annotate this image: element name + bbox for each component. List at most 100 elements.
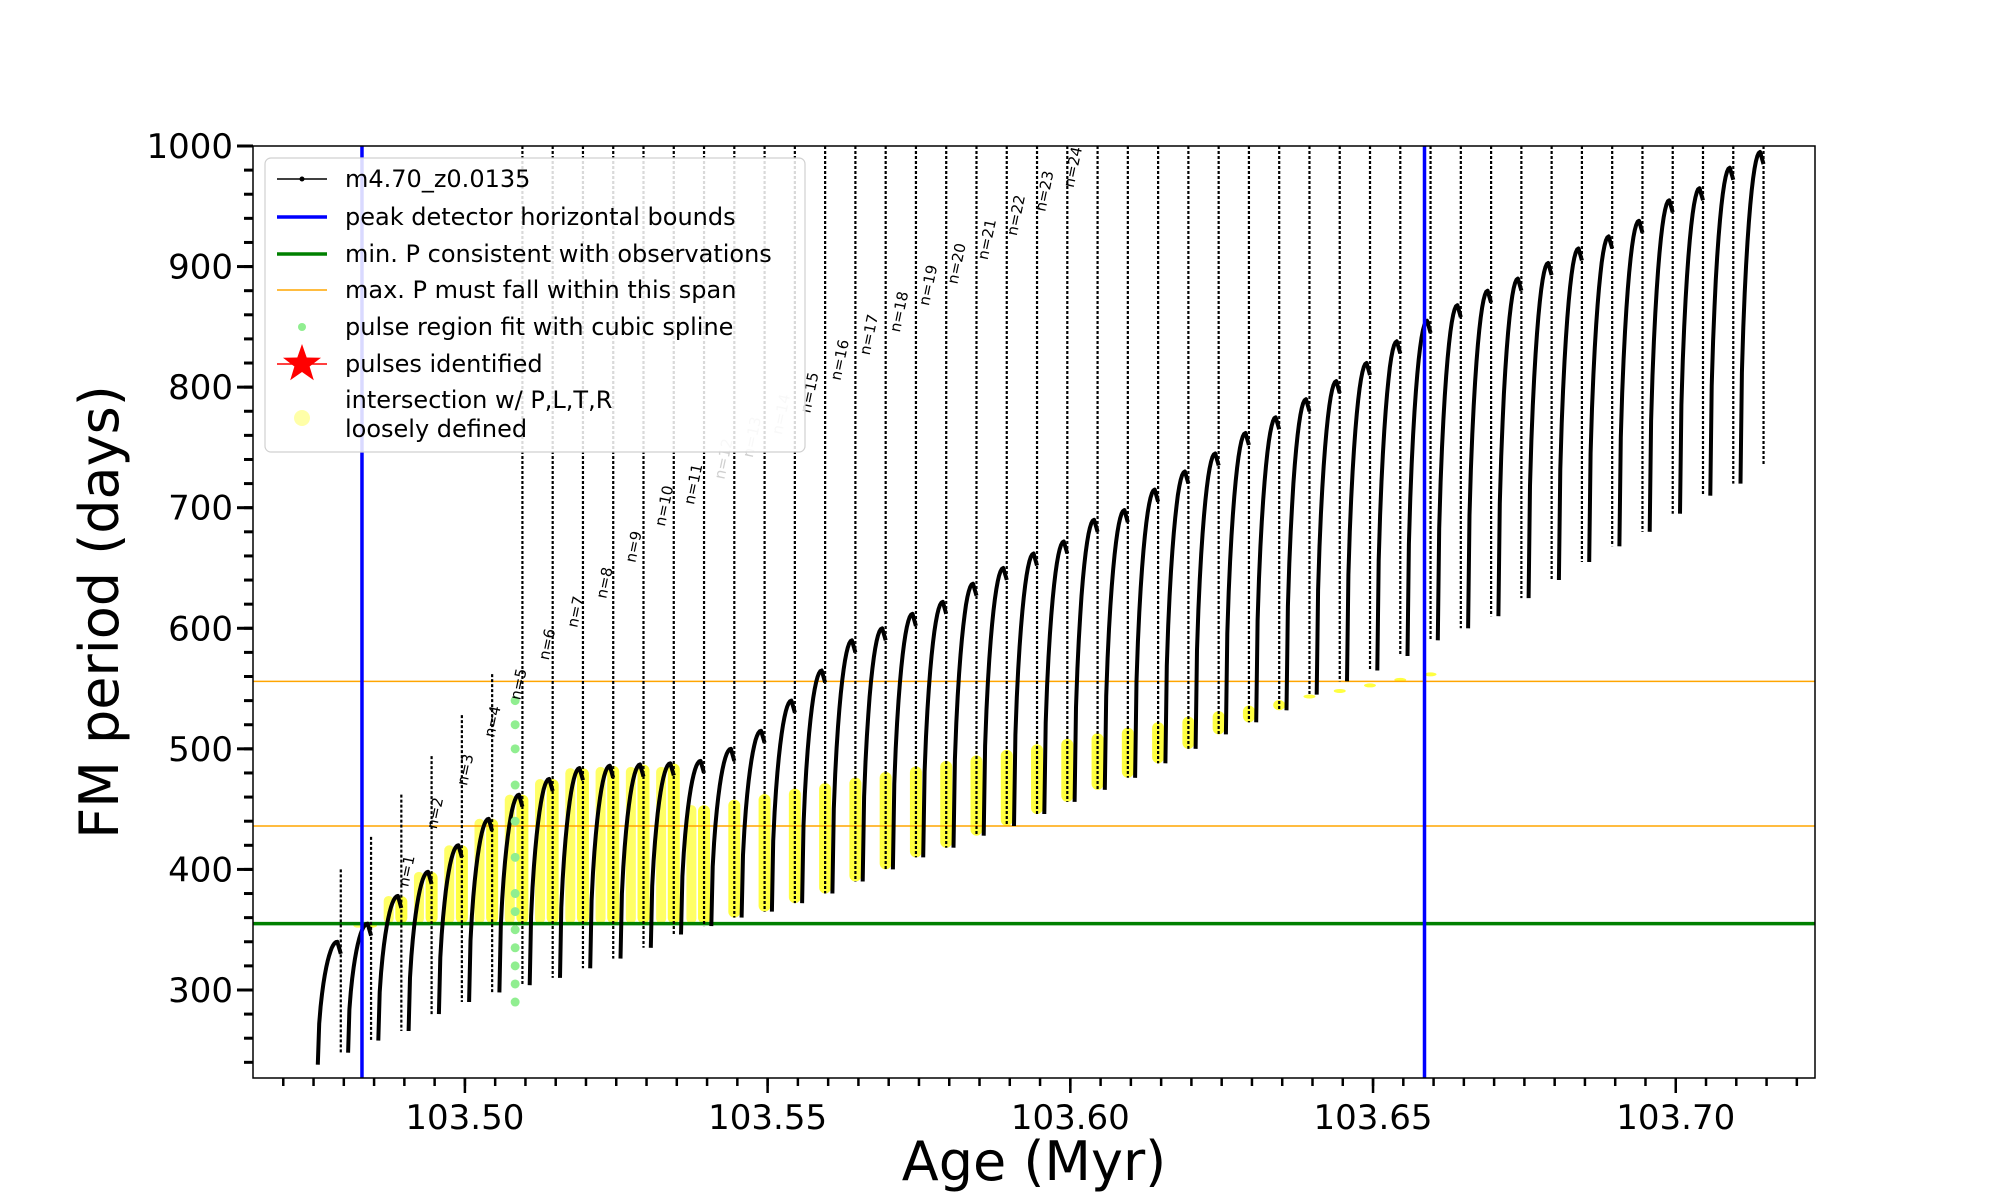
legend-label-spline: pulse region fit with cubic spline: [345, 313, 733, 341]
pulse-track: [1526, 261, 1554, 599]
pulse-track: [709, 746, 737, 927]
plot-frame: [252, 145, 1816, 1079]
spline-point: [510, 696, 520, 706]
pulse-track: [1163, 469, 1191, 764]
spline-point: [510, 925, 520, 935]
pulse-track: [1284, 397, 1312, 711]
pulse-track: [1466, 288, 1494, 629]
pulse-track: [921, 599, 949, 858]
pulse-track: [1345, 361, 1372, 682]
intersection-band: [1061, 738, 1074, 802]
pulse-track: [1072, 517, 1100, 802]
pulse-track: [951, 581, 979, 848]
legend-label-peak-bounds: peak detector horizontal bounds: [345, 203, 736, 231]
pulse-track: [588, 763, 616, 969]
pulse-series: [315, 146, 1766, 1065]
y-tick-label: 900: [168, 248, 233, 288]
intersection-band: [970, 755, 983, 836]
spline-points: [510, 696, 520, 1007]
y-tick-label: 400: [168, 850, 233, 890]
x-tick-label: 103.50: [405, 1098, 524, 1138]
pulse-track: [648, 761, 676, 948]
pulse-track: [497, 792, 525, 993]
pulse-track: [1012, 551, 1039, 827]
intersection-band: [455, 845, 468, 924]
pulse-track: [1102, 508, 1130, 790]
spline-point: [510, 907, 520, 917]
spline-point: [510, 961, 520, 971]
intersection-band: [474, 818, 485, 924]
pulse-track: [618, 762, 646, 959]
legend-box: [264, 157, 806, 453]
pulse-track: [769, 698, 797, 912]
pulse-track: [406, 869, 434, 1032]
intersection-band: [1303, 694, 1316, 699]
intersection-band: [879, 771, 892, 870]
intersection-band: [1364, 683, 1377, 688]
intersection-band: [686, 805, 697, 924]
intersection-band: [788, 788, 801, 904]
legend-label-pulses: pulses identified: [345, 350, 543, 378]
pulse-track: [1435, 303, 1463, 641]
spline-point: [510, 816, 520, 826]
y-tick-label: 800: [168, 368, 233, 408]
x-tick-label: 103.55: [708, 1098, 827, 1138]
intersection-band: [576, 768, 589, 924]
legend-label-min-period: min. P consistent with observations: [345, 240, 772, 268]
intersection-band: [607, 765, 620, 924]
pulse-track: [1042, 539, 1070, 815]
y-tick-label: 600: [168, 609, 233, 649]
intersection-band: [1273, 700, 1286, 711]
pulse-track: [527, 777, 555, 986]
pulse-track: [679, 758, 706, 935]
horizontal-lines: [253, 680, 1815, 926]
legend-marker-pulses-star: [283, 344, 321, 381]
pulse-track: [1708, 165, 1736, 496]
y-tick-label: 300: [168, 971, 233, 1011]
spline-point: [510, 979, 520, 989]
legend-marker-intersection: [294, 410, 310, 426]
pulse-track: [739, 728, 767, 918]
y-tick-label: 500: [168, 730, 233, 770]
pulse-track: [315, 939, 343, 1065]
pulse-track: [830, 638, 858, 894]
spline-point: [510, 744, 520, 754]
x-axis-title: Age (Myr): [902, 1130, 1167, 1193]
intersection-band: [637, 764, 650, 924]
y-tick-label: 1000: [146, 127, 233, 167]
x-tick-label: 103.60: [1011, 1098, 1130, 1138]
pulse-track: [1587, 234, 1615, 563]
pulse-track: [1254, 415, 1282, 723]
pulse-track: [1133, 487, 1161, 778]
pulse-track: [346, 921, 374, 1053]
pulse-track: [1678, 186, 1705, 514]
spline-point: [510, 852, 520, 862]
x-tick-label: 103.70: [1616, 1098, 1735, 1138]
pulse-track: [860, 626, 888, 882]
y-tick-label: 700: [168, 489, 233, 529]
pulse-track: [1193, 451, 1221, 749]
x-tick-label: 103.65: [1314, 1098, 1433, 1138]
legend-label-series: m4.70_z0.0135: [345, 165, 530, 193]
pulse-track: [1496, 276, 1524, 617]
legend-marker-series-dot: [299, 176, 305, 182]
spline-point: [510, 889, 520, 899]
spline-point: [510, 780, 520, 790]
pulse-track: [1314, 379, 1342, 695]
y-axis-title: FM period (days): [68, 385, 131, 839]
spline-point: [510, 997, 520, 1007]
intersection-band: [1424, 672, 1437, 677]
pulse-track: [558, 766, 585, 978]
pulse-track: [1556, 246, 1584, 581]
intersection-band: [1031, 744, 1044, 814]
pulse-track: [376, 893, 404, 1041]
axes: 103.50 103.55 103.60 103.65 103.70 300 400 500 6…: [146, 127, 1799, 1138]
pulse-track: [467, 816, 495, 1003]
pulse-track: [981, 566, 1009, 836]
spline-point: [510, 943, 520, 953]
legend-label-span: max. P must fall within this span: [345, 276, 736, 304]
intersection-band: [516, 794, 529, 924]
intersection-band: [849, 777, 862, 882]
pulse-track: [1617, 218, 1645, 547]
